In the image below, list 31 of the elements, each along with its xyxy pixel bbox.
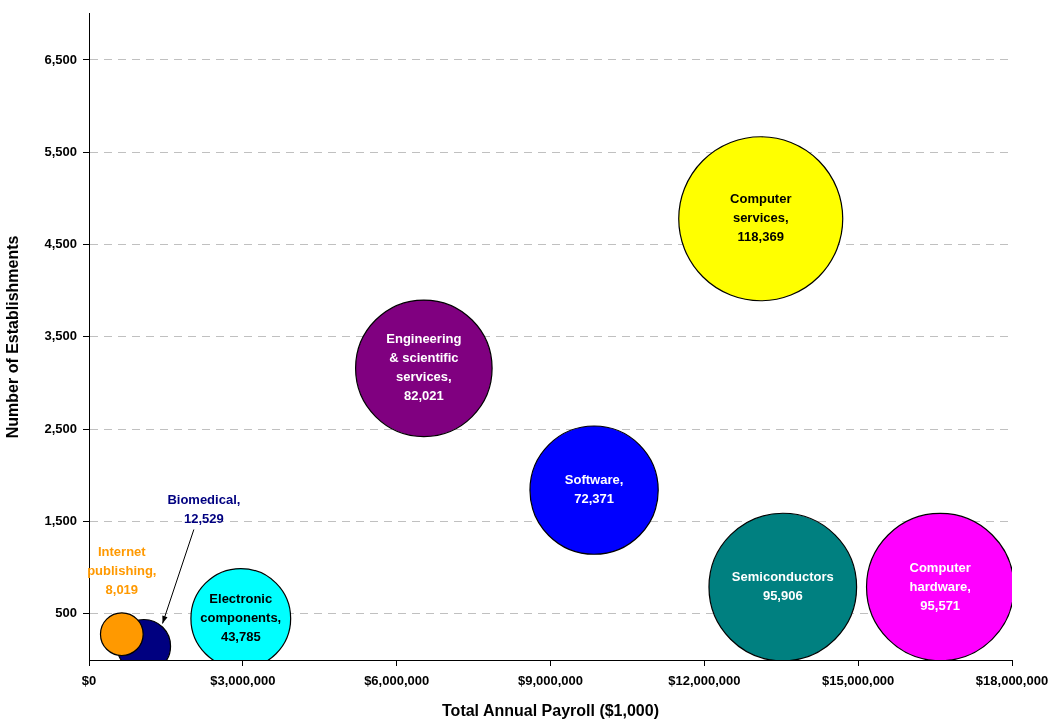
x-tick-label: $18,000,000	[975, 673, 1049, 689]
series-label: Computer services,	[730, 191, 792, 226]
series-label: Computer hardware,	[909, 559, 971, 594]
data-label: 82,021	[403, 388, 444, 404]
y-tick-label: 2,500	[44, 420, 77, 436]
y-tick-label: 4,500	[44, 236, 77, 252]
series-label: Electronic components,	[200, 591, 282, 626]
series-label: Engineering & scientific services,	[386, 331, 462, 385]
x-tick-label: $12,000,000	[668, 673, 741, 689]
y-tick-label: 5,500	[44, 143, 77, 159]
y-tick-label: 500	[55, 605, 77, 621]
data-label: 118,369	[737, 229, 784, 245]
y-tick-label: 1,500	[44, 513, 77, 529]
x-tick-label: $6,000,000	[364, 673, 430, 689]
data-label: 72,371	[574, 491, 614, 507]
y-axis-title: Number of Establishments	[4, 235, 22, 439]
x-axis-title: Total Annual Payroll ($1,000)	[442, 701, 659, 719]
text: Biomedical,	[167, 492, 241, 508]
data-label: 95,571	[920, 597, 961, 613]
x-tick-label: $15,000,000	[822, 673, 895, 689]
x-tick-label: $9,000,000	[517, 673, 584, 689]
x-tick-label: $3,000,000	[210, 673, 276, 689]
data-label: 43,785	[220, 629, 261, 645]
y-tick-label: 6,500	[44, 51, 77, 67]
series-label: Software,	[564, 472, 624, 488]
series-label: Semiconductors	[731, 569, 834, 585]
data-label: 12,529	[183, 511, 224, 527]
x-tick-label: $0	[81, 673, 97, 689]
y-tick-label: 3,500	[44, 328, 77, 344]
data-label: 8,019	[105, 582, 139, 598]
data-label: 95,906	[762, 588, 803, 604]
